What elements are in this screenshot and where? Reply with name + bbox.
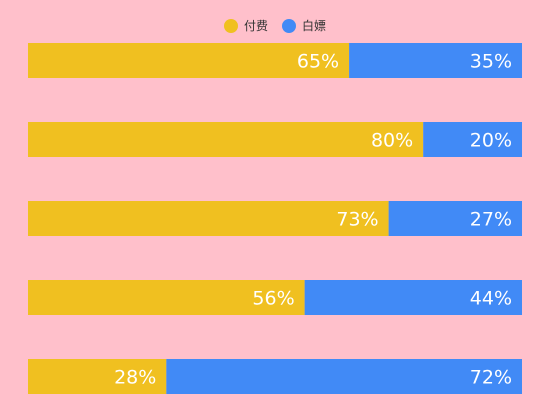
bar-label-paid-5: 28% (114, 367, 156, 389)
legend-label-paid: 付费 (243, 19, 268, 33)
legend-label-free: 白嫖 (302, 19, 327, 33)
legend-item-paid[interactable]: 付费 (223, 17, 268, 34)
bar-free-1[interactable] (349, 43, 522, 78)
bar-free-5[interactable] (166, 359, 522, 394)
chart-legend: 付费 白嫖 (0, 17, 550, 34)
legend-swatch-free (282, 18, 296, 33)
bar-label-paid-1: 65% (297, 51, 339, 73)
bar-paid-1[interactable] (28, 43, 350, 78)
legend-item-free[interactable]: 白嫖 (282, 17, 326, 34)
bar-free-2[interactable] (423, 122, 522, 157)
bar-label-paid-4: 56% (252, 288, 294, 310)
bar-label-free-4: 44% (470, 288, 512, 310)
bar-label-free-5: 72% (470, 367, 512, 389)
bar-free-3[interactable] (388, 201, 522, 236)
legend-swatch-paid (223, 18, 238, 33)
bar-paid-3[interactable] (28, 201, 389, 236)
bar-label-free-3: 27% (470, 209, 512, 231)
bar-paid-2[interactable] (28, 122, 424, 157)
bar-paid-5[interactable] (28, 359, 167, 394)
bar-paid-4[interactable] (28, 280, 305, 315)
bar-label-free-2: 20% (470, 130, 512, 152)
bar-label-paid-3: 73% (336, 209, 378, 231)
bar-label-paid-2: 80% (371, 130, 413, 152)
bar-label-free-1: 35% (470, 51, 512, 73)
bar-free-4[interactable] (304, 280, 522, 315)
